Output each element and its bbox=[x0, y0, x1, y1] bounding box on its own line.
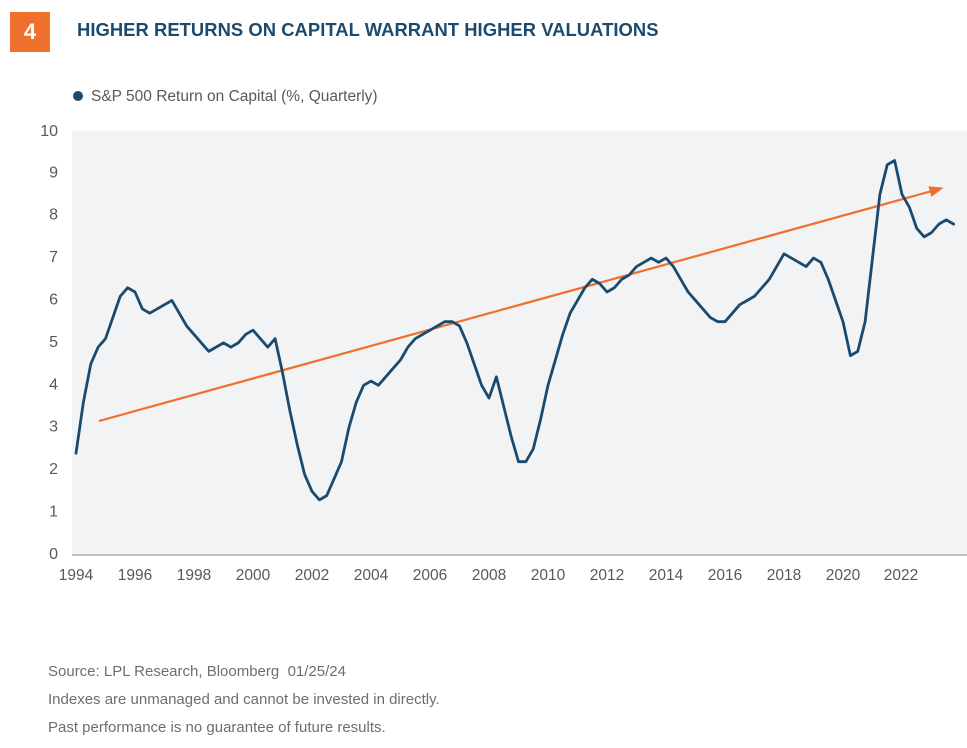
svg-text:8: 8 bbox=[49, 207, 58, 224]
svg-text:2014: 2014 bbox=[649, 567, 684, 584]
svg-text:2: 2 bbox=[49, 461, 58, 478]
svg-text:1994: 1994 bbox=[59, 567, 94, 584]
svg-text:2022: 2022 bbox=[884, 567, 918, 584]
svg-text:2016: 2016 bbox=[708, 567, 742, 584]
svg-text:2004: 2004 bbox=[354, 567, 389, 584]
svg-text:2012: 2012 bbox=[590, 567, 624, 584]
svg-text:0: 0 bbox=[49, 546, 58, 563]
svg-text:10: 10 bbox=[40, 123, 58, 140]
svg-text:1998: 1998 bbox=[177, 567, 211, 584]
svg-text:1996: 1996 bbox=[118, 567, 152, 584]
svg-text:2006: 2006 bbox=[413, 567, 447, 584]
svg-text:3: 3 bbox=[49, 419, 58, 436]
svg-text:2000: 2000 bbox=[236, 567, 271, 584]
svg-text:2008: 2008 bbox=[472, 567, 506, 584]
svg-text:7: 7 bbox=[49, 249, 58, 266]
svg-text:1: 1 bbox=[49, 503, 58, 520]
svg-text:5: 5 bbox=[49, 334, 58, 351]
svg-text:2002: 2002 bbox=[295, 567, 329, 584]
svg-text:2020: 2020 bbox=[826, 567, 861, 584]
svg-text:2010: 2010 bbox=[531, 567, 566, 584]
svg-text:6: 6 bbox=[49, 292, 58, 309]
svg-text:2018: 2018 bbox=[767, 567, 801, 584]
svg-text:4: 4 bbox=[49, 376, 58, 393]
svg-text:9: 9 bbox=[49, 164, 58, 181]
